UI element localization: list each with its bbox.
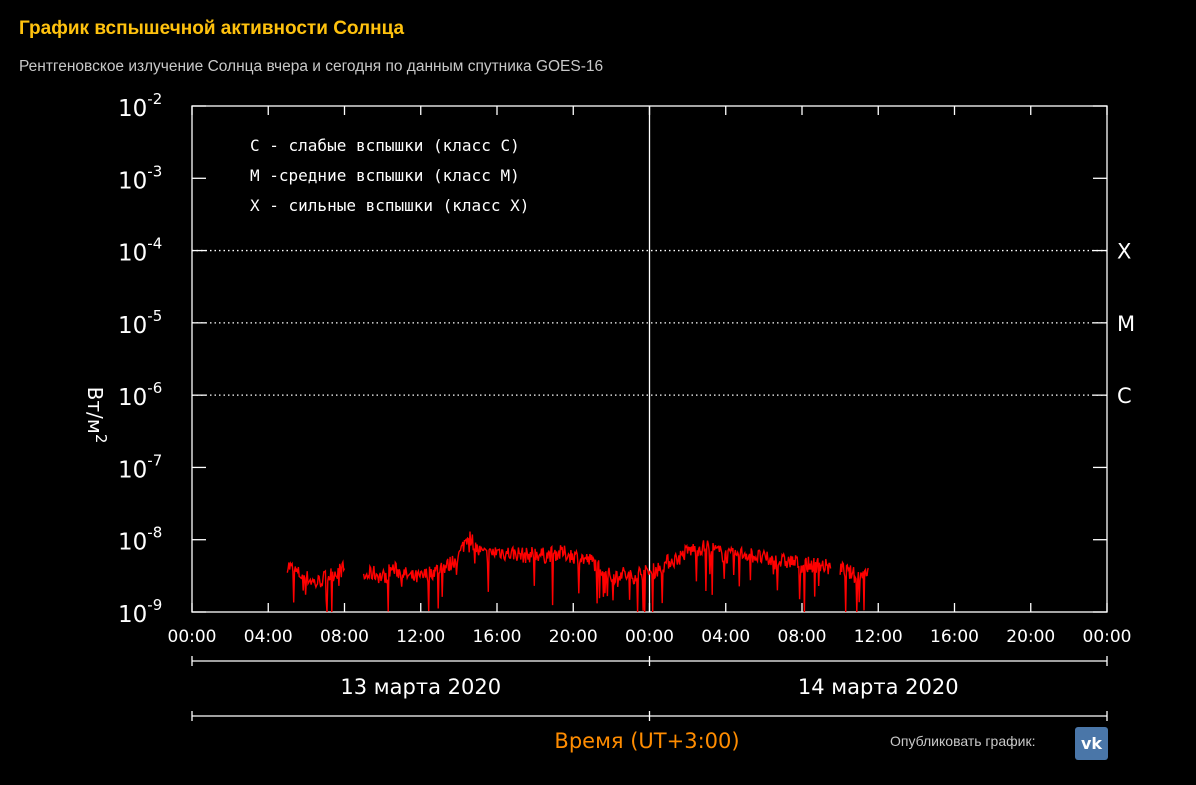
- x-tick-label: 08:00: [320, 627, 369, 647]
- x-tick-label: 00:00: [625, 627, 674, 647]
- xray-flux-series: [839, 560, 869, 613]
- vk-share-button[interactable]: vk: [1075, 727, 1108, 760]
- day-label: 14 марта 2020: [798, 675, 959, 699]
- publish-label: Опубликовать график:: [890, 733, 1036, 749]
- day-label: 13 марта 2020: [340, 675, 501, 699]
- y-tick-label: 10-6: [118, 379, 162, 411]
- x-axis-label: Время (UT+3:00): [554, 729, 739, 753]
- x-tick-label: 00:00: [1083, 627, 1132, 647]
- class-label: C: [1117, 384, 1132, 408]
- y-tick-label: 10-8: [118, 524, 162, 556]
- legend-entry: X - сильные вспышки (класс X): [250, 196, 529, 215]
- x-tick-label: 12:00: [396, 627, 445, 647]
- y-axis-label: Вт/м2: [83, 387, 110, 444]
- x-tick-label: 20:00: [1006, 627, 1055, 647]
- x-tick-label: 16:00: [930, 627, 979, 647]
- vk-icon: vk: [1080, 734, 1103, 753]
- class-label: X: [1117, 240, 1131, 264]
- xray-flux-series: [362, 531, 832, 613]
- y-tick-label: 10-5: [118, 307, 162, 339]
- legend-entry: C - слабые вспышки (класс C): [250, 136, 520, 155]
- x-tick-label: 04:00: [701, 627, 750, 647]
- x-tick-label: 20:00: [549, 627, 598, 647]
- y-tick-label: 10-4: [118, 235, 162, 267]
- x-tick-label: 08:00: [778, 627, 827, 647]
- legend-entry: M -средние вспышки (класс M): [250, 166, 520, 185]
- y-tick-label: 10-3: [118, 162, 162, 194]
- y-tick-label: 10-2: [118, 90, 162, 122]
- x-tick-label: 00:00: [168, 627, 217, 647]
- class-label: M: [1117, 312, 1135, 336]
- y-tick-label: 10-9: [118, 596, 162, 628]
- x-tick-label: 04:00: [244, 627, 293, 647]
- page-subtitle: Рентгеновское излучение Солнца вчера и с…: [19, 58, 604, 75]
- y-tick-label: 10-7: [118, 451, 162, 483]
- xray-flux-series: [286, 559, 346, 613]
- page-title: График вспышечной активности Солнца: [19, 18, 405, 39]
- x-tick-label: 12:00: [854, 627, 903, 647]
- x-tick-label: 16:00: [473, 627, 522, 647]
